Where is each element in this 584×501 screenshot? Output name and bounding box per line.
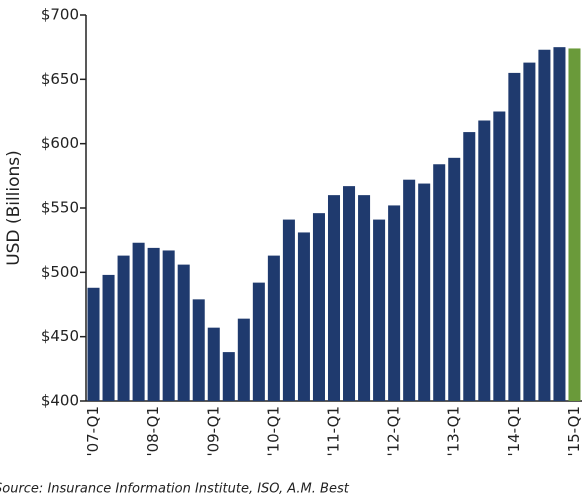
y-tick-label: $650 bbox=[41, 70, 79, 88]
bar bbox=[388, 205, 401, 401]
bar bbox=[553, 47, 566, 402]
x-tick-label: '12-Q1 bbox=[385, 406, 403, 457]
bar bbox=[463, 132, 476, 401]
bar bbox=[403, 179, 416, 401]
y-tick-label: $450 bbox=[41, 327, 79, 345]
bar bbox=[267, 255, 280, 401]
bar bbox=[568, 48, 581, 401]
bar bbox=[282, 219, 295, 401]
bar bbox=[312, 213, 325, 401]
bar bbox=[493, 111, 506, 401]
bar bbox=[373, 219, 386, 401]
x-tick-label: '14-Q1 bbox=[505, 406, 523, 457]
bar bbox=[343, 186, 356, 401]
x-tick-label: '07-Q1 bbox=[84, 406, 102, 457]
bar bbox=[87, 287, 100, 401]
bar bbox=[358, 195, 371, 401]
source-note: Source: Insurance Information Institute,… bbox=[0, 482, 350, 497]
bar bbox=[147, 247, 160, 401]
bar bbox=[132, 242, 145, 401]
bar bbox=[538, 49, 551, 402]
bar bbox=[433, 164, 446, 401]
bar bbox=[523, 62, 536, 402]
bar bbox=[327, 195, 341, 401]
y-tick-label: $600 bbox=[41, 134, 79, 152]
x-tick-label: '10-Q1 bbox=[264, 406, 282, 457]
bar bbox=[297, 232, 310, 401]
bar bbox=[192, 299, 205, 401]
bar bbox=[117, 255, 130, 401]
bar bbox=[102, 274, 115, 401]
bar bbox=[237, 318, 250, 401]
bar bbox=[252, 282, 265, 401]
bar bbox=[222, 352, 235, 401]
x-tick-label: '13-Q1 bbox=[445, 406, 463, 457]
y-tick-label: $550 bbox=[41, 199, 79, 217]
bar bbox=[448, 157, 461, 401]
bar bbox=[508, 72, 521, 402]
y-tick-label: $400 bbox=[41, 392, 79, 410]
x-tick-label: '11-Q1 bbox=[325, 406, 343, 457]
bar bbox=[418, 183, 431, 401]
bar bbox=[478, 120, 491, 402]
y-tick-label: $700 bbox=[41, 6, 79, 24]
y-tick-label: $500 bbox=[41, 263, 79, 281]
bar bbox=[162, 250, 175, 401]
bar bbox=[177, 264, 190, 401]
x-tick-label: '09-Q1 bbox=[204, 406, 222, 457]
x-tick-label: '08-Q1 bbox=[144, 406, 162, 457]
x-tick-label: '15-Q1 bbox=[565, 406, 583, 457]
y-axis-label: USD (Billions) bbox=[4, 150, 24, 266]
bar bbox=[207, 327, 220, 401]
